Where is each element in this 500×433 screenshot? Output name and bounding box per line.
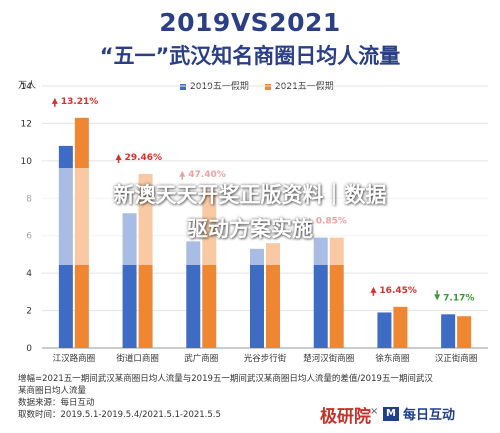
watermark-text: 新澳天天开奖正版资料｜数据 驱动方案实施 (0, 178, 500, 246)
x-tick-label: 徐东商圈 (375, 353, 409, 364)
bar (441, 314, 456, 348)
logo-getui: M 每日互动 (383, 404, 455, 423)
y-tick-label: 2 (26, 307, 32, 317)
watermark-line-1: 新澳天天开奖正版资料｜数据 (113, 183, 387, 207)
x-tick-label: 光谷步行街 (244, 353, 287, 364)
y-tick-label: 14 (21, 82, 33, 92)
growth-label: 29.46% (125, 153, 163, 163)
x-tick-label: 街道口商圈 (116, 353, 159, 364)
bar (393, 306, 408, 348)
logo-separator: × (370, 406, 379, 417)
bar (457, 316, 472, 348)
y-axis-unit: 万人 (18, 81, 37, 91)
note-line-2: 某商圈日均人流量 (18, 386, 87, 396)
data-source: 数据来源：每日互动 (18, 398, 95, 408)
bar (329, 237, 344, 348)
data-period: 取数时间：2019.5.1-2019.5.4/2021.5.1-2021.5.5 (18, 410, 221, 420)
arrow-down-icon (434, 294, 441, 301)
bar (313, 237, 328, 348)
x-tick-label: 汉正街商圈 (435, 353, 478, 364)
x-tick-label: 武广商圈 (184, 353, 218, 364)
x-tick-label: 江汉路商圈 (53, 353, 96, 364)
growth-label: 7.17% (443, 293, 474, 303)
legend-label-2019: 2019五一假期 (190, 82, 249, 92)
arrow-up-icon (115, 153, 122, 160)
logo-research-institute: 极研院 (320, 407, 371, 427)
logo-mark-icon: M (383, 406, 399, 421)
bar (186, 241, 201, 348)
chart-subtitle: “五一”武汉知名商圈日均人流量 (99, 44, 401, 68)
y-tick-label: 10 (21, 157, 33, 167)
growth-label: 16.45% (379, 286, 417, 296)
arrow-up-icon (51, 97, 58, 104)
note-line-1: 增幅=2021五一期间武汉某商圈日均人流量与2019五一期间武汉某商圈日均人流量… (18, 374, 433, 384)
bar (266, 243, 280, 348)
logo-name: 每日互动 (402, 408, 455, 423)
y-tick-label: 4 (26, 269, 32, 279)
bar (250, 248, 264, 348)
growth-label: 13.21% (61, 97, 99, 107)
watermark-line-2: 驱动方案实施 (187, 217, 313, 241)
bar (377, 312, 392, 348)
x-tick-label: 楚河汉街商圈 (303, 353, 354, 364)
arrow-up-icon (370, 286, 377, 293)
chart-title: 2019VS2021 (159, 8, 341, 37)
footnotes: 增幅=2021五一期间武汉某商圈日均人流量与2019五一期间武汉某商圈日均人流量… (18, 373, 488, 421)
legend-label-2021: 2021五一假期 (274, 82, 334, 92)
y-tick-label: 12 (21, 119, 32, 129)
y-tick-label: 0 (26, 344, 32, 354)
watermark-band (0, 168, 500, 265)
